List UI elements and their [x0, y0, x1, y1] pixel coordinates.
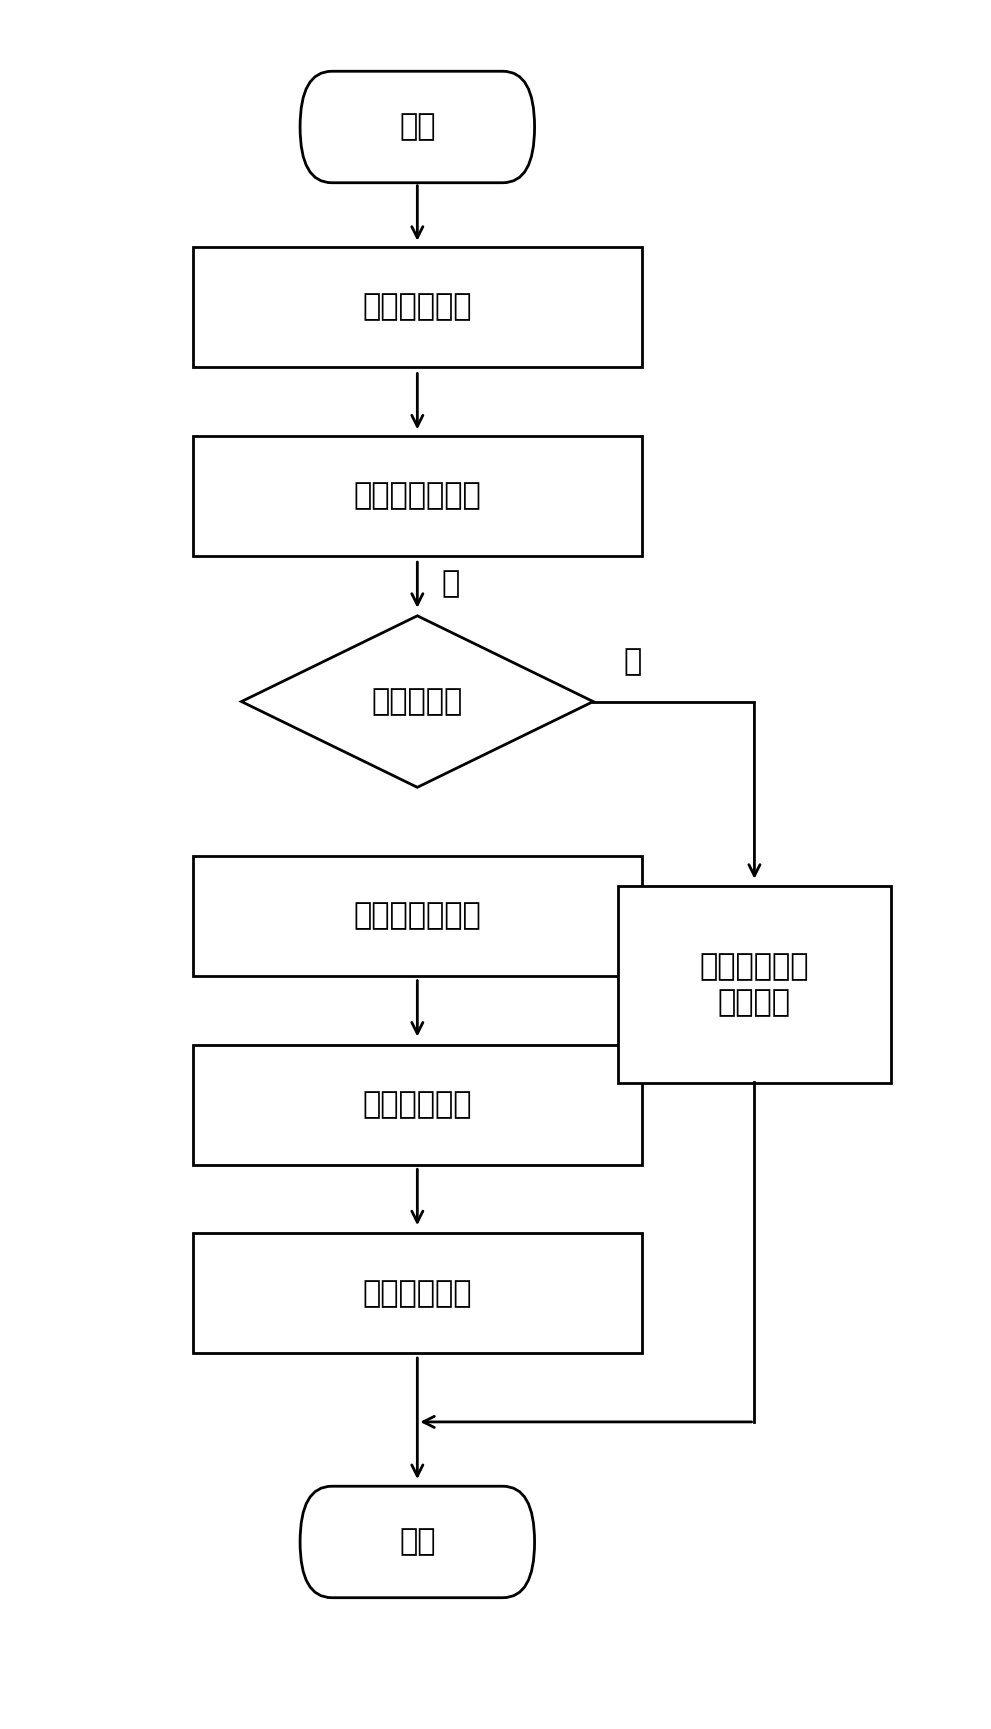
Bar — [192, 436, 642, 555]
Text: 发出取料错误
报警信号: 发出取料错误 报警信号 — [700, 953, 810, 1017]
Text: 是: 是 — [442, 569, 460, 598]
FancyBboxPatch shape — [300, 1487, 534, 1598]
Text: 取料正确？: 取料正确？ — [372, 686, 463, 716]
FancyBboxPatch shape — [300, 71, 534, 183]
Text: 装配零散配件: 装配零散配件 — [363, 1089, 472, 1119]
Text: 取料提示灯熄灭: 取料提示灯熄灭 — [354, 901, 482, 930]
Text: 取料提示灯亮起: 取料提示灯亮起 — [354, 481, 482, 510]
Text: 开始: 开始 — [399, 112, 436, 142]
Text: 否: 否 — [623, 647, 641, 676]
Bar — [192, 247, 642, 367]
Bar — [192, 1044, 642, 1165]
Text: 结束: 结束 — [399, 1527, 436, 1556]
Text: 装配夹爪松开: 装配夹爪松开 — [363, 1279, 472, 1307]
Text: 装配夹爪夹紧: 装配夹爪夹紧 — [363, 292, 472, 322]
Bar — [617, 885, 891, 1082]
Bar — [192, 1233, 642, 1354]
Bar — [192, 856, 642, 975]
